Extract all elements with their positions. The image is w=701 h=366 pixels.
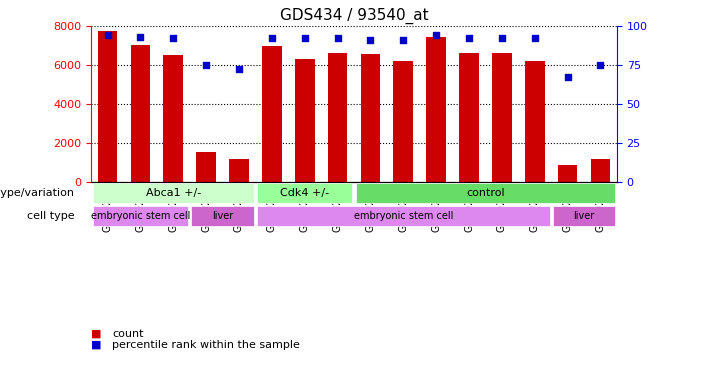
Bar: [590, 159, 611, 182]
FancyBboxPatch shape: [93, 183, 254, 203]
Text: percentile rank within the sample: percentile rank within the sample: [112, 340, 300, 350]
Point: [430, 32, 442, 38]
Point: [299, 35, 311, 41]
Text: liver: liver: [212, 211, 233, 221]
Point: [102, 32, 113, 38]
Point: [496, 35, 508, 41]
Bar: [229, 159, 249, 182]
Bar: [525, 61, 545, 182]
Bar: [360, 54, 381, 182]
Point: [233, 67, 245, 72]
Point: [135, 34, 146, 40]
Text: genotype/variation: genotype/variation: [0, 188, 75, 198]
Bar: [163, 55, 183, 182]
Point: [266, 35, 278, 41]
Point: [168, 35, 179, 41]
Point: [365, 37, 376, 43]
Text: liver: liver: [573, 211, 594, 221]
Point: [200, 62, 212, 68]
FancyBboxPatch shape: [93, 206, 188, 226]
Bar: [558, 165, 578, 182]
Text: cell type: cell type: [27, 211, 75, 221]
Text: Abca1 +/-: Abca1 +/-: [146, 188, 201, 198]
Bar: [295, 59, 315, 182]
Text: ■: ■: [91, 340, 102, 350]
Title: GDS434 / 93540_at: GDS434 / 93540_at: [280, 8, 428, 24]
FancyBboxPatch shape: [257, 183, 353, 203]
Bar: [426, 37, 446, 182]
Text: control: control: [466, 188, 505, 198]
Bar: [459, 53, 479, 182]
Bar: [492, 53, 512, 182]
Bar: [328, 53, 348, 182]
Bar: [393, 61, 413, 182]
Text: Cdk4 +/-: Cdk4 +/-: [280, 188, 329, 198]
Text: ■: ■: [91, 329, 102, 339]
FancyBboxPatch shape: [257, 206, 550, 226]
FancyBboxPatch shape: [553, 206, 615, 226]
Point: [463, 35, 475, 41]
FancyBboxPatch shape: [355, 183, 615, 203]
Text: embryonic stem cell: embryonic stem cell: [90, 211, 190, 221]
Point: [397, 37, 409, 43]
Point: [562, 74, 573, 80]
Bar: [130, 45, 150, 182]
Bar: [196, 152, 216, 182]
Text: embryonic stem cell: embryonic stem cell: [353, 211, 453, 221]
Bar: [97, 31, 118, 182]
Text: count: count: [112, 329, 144, 339]
FancyBboxPatch shape: [191, 206, 254, 226]
Point: [595, 62, 606, 68]
Point: [529, 35, 540, 41]
Bar: [262, 46, 282, 182]
Point: [332, 35, 343, 41]
